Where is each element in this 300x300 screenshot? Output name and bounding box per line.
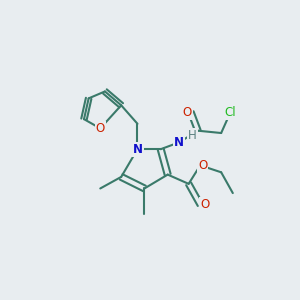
Text: O: O: [198, 159, 207, 172]
Text: O: O: [200, 198, 209, 211]
Text: H: H: [188, 129, 197, 142]
Text: O: O: [96, 122, 105, 135]
Text: N: N: [174, 136, 184, 149]
Text: O: O: [183, 106, 192, 119]
Text: Cl: Cl: [225, 106, 236, 119]
Text: N: N: [133, 143, 142, 156]
